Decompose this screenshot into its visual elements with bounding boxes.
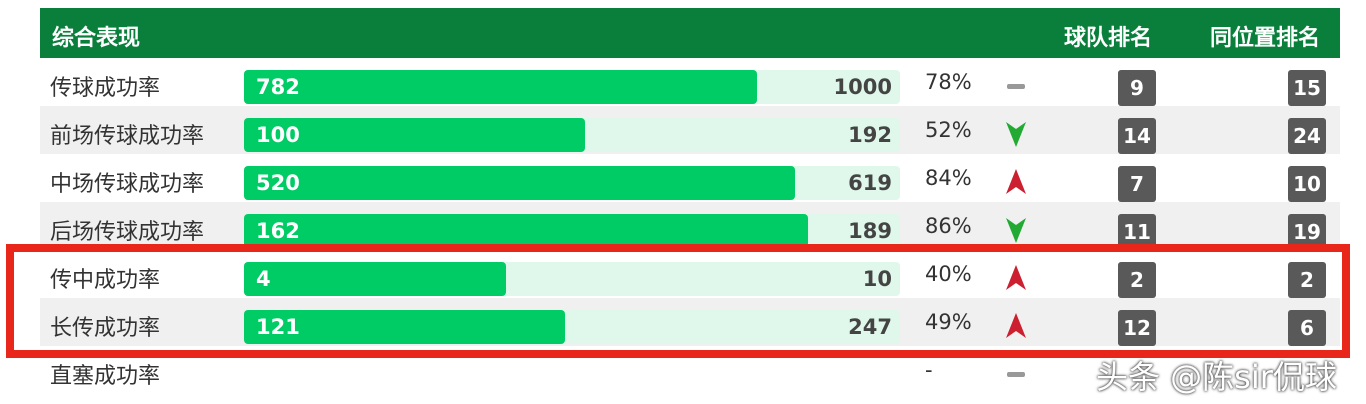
bar-fill: 162: [244, 214, 809, 248]
percentage: -: [925, 358, 933, 382]
team-rank-badge: 12: [1118, 310, 1156, 346]
metric-label: 传球成功率: [50, 76, 161, 101]
metric-label: 中场传球成功率: [50, 172, 205, 197]
attempt-total: 189: [848, 219, 892, 243]
bar-track: 520 619: [244, 166, 900, 200]
position-rank-badge: 15: [1288, 70, 1326, 106]
table-row: 长传成功率 121 247 49% 12 6: [40, 298, 1340, 346]
highlight-box: [6, 244, 1350, 358]
bar-fill: 100: [244, 118, 586, 152]
metric-label: 长传成功率: [50, 316, 161, 341]
bar-track: 121 247: [244, 310, 900, 344]
attempt-total: 247: [848, 315, 892, 339]
bar-track: 4 10: [244, 262, 900, 296]
percentage: 49%: [925, 310, 972, 334]
success-count: 782: [256, 75, 300, 99]
table-row: 前场传球成功率 100 192 52% 14 24: [40, 106, 1340, 154]
trend-up-icon: [1006, 265, 1026, 290]
attempt-total: 192: [848, 123, 892, 147]
attempt-total: 10: [862, 267, 892, 291]
table-row: 中场传球成功率 520 619 84% 7 10: [40, 154, 1340, 202]
bar-track: 100 192: [244, 118, 900, 152]
trend-up-icon: [1006, 169, 1026, 194]
trend-down-icon: [1006, 122, 1026, 147]
team-rank-badge: 2: [1118, 262, 1156, 298]
bar-track: 162 189: [244, 214, 900, 248]
percentage: 86%: [925, 214, 972, 238]
percentage: 84%: [925, 166, 972, 190]
trend-up-icon: [1006, 313, 1026, 338]
success-count: 4: [256, 267, 271, 291]
trend-flat-icon: [1007, 372, 1025, 377]
table-header: 综合表现 球队排名 同位置排名: [40, 8, 1340, 58]
table-body: 传球成功率 782 1000 78% 9 15 前场传球成功率 100 192 52% 14 24 中场…: [40, 58, 1340, 394]
success-count: 520: [256, 171, 300, 195]
attempt-total: 1000: [833, 75, 892, 99]
percentage: 40%: [925, 262, 972, 286]
position-rank-badge: 6: [1288, 310, 1326, 346]
team-rank-badge: 9: [1118, 70, 1156, 106]
section-title: 综合表现: [52, 26, 141, 51]
bar-fill: 520: [244, 166, 796, 200]
percentage: 52%: [925, 118, 972, 142]
trend-down-icon: [1006, 218, 1026, 243]
position-rank-header: 同位置排名: [1210, 26, 1321, 51]
position-rank-badge: 24: [1288, 118, 1326, 154]
trend-flat-icon: [1007, 84, 1025, 89]
table-row: 传球成功率 782 1000 78% 9 15: [40, 58, 1340, 106]
success-count: 162: [256, 219, 300, 243]
percentage: 78%: [925, 70, 972, 94]
success-count: 100: [256, 123, 300, 147]
bar-fill: 4: [244, 262, 507, 296]
table-row: 后场传球成功率 162 189 86% 11 19: [40, 202, 1340, 250]
watermark: 头条 @陈sir侃球: [1096, 358, 1337, 396]
position-rank-badge: 2: [1288, 262, 1326, 298]
attempt-total: 619: [848, 171, 892, 195]
team-rank-badge: 14: [1118, 118, 1156, 154]
metric-label: 直塞成功率: [50, 364, 161, 389]
stats-table: 综合表现 球队排名 同位置排名 传球成功率 782 1000 78% 9 15 前场传球成功…: [40, 8, 1340, 394]
metric-label: 后场传球成功率: [50, 220, 205, 245]
metric-label: 传中成功率: [50, 268, 161, 293]
table-row: 传中成功率 4 10 40% 2 2: [40, 250, 1340, 298]
position-rank-badge: 10: [1288, 166, 1326, 202]
bar-track: 782 1000: [244, 70, 900, 104]
bar-fill: 782: [244, 70, 757, 104]
success-count: 121: [256, 315, 300, 339]
team-rank-badge: 7: [1118, 166, 1156, 202]
team-rank-header: 球队排名: [1064, 26, 1153, 51]
metric-label: 前场传球成功率: [50, 124, 205, 149]
bar-fill: 121: [244, 310, 566, 344]
